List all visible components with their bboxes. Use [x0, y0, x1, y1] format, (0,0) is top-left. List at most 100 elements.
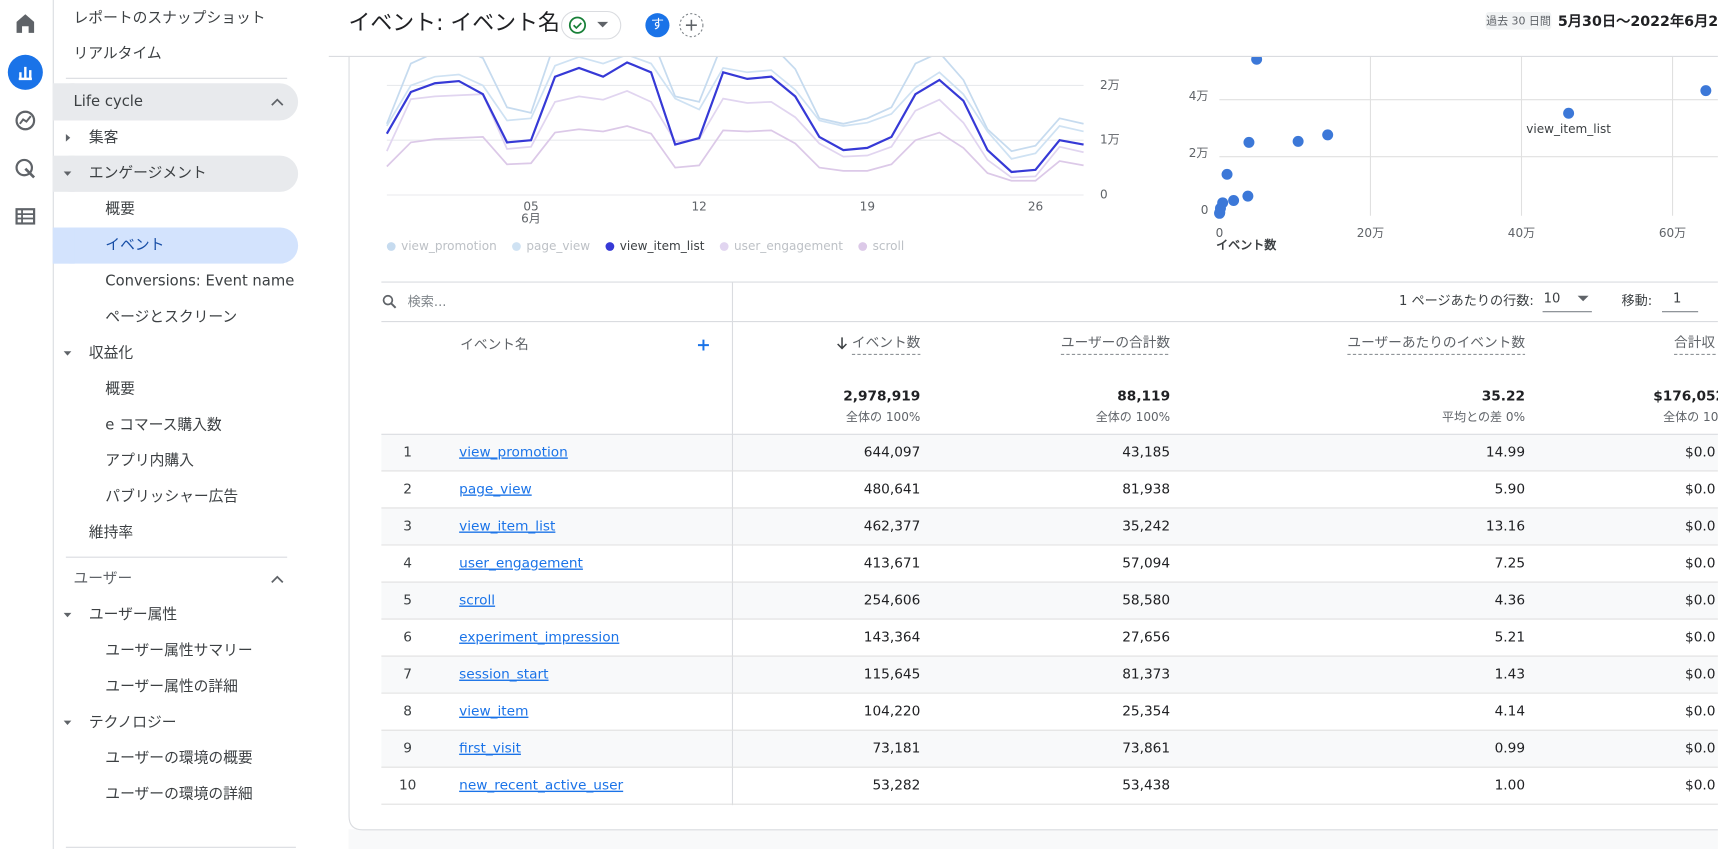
nav-item[interactable]: 概要 — [105, 380, 135, 397]
legend-dot[interactable] — [605, 242, 615, 251]
scatter-point[interactable] — [1251, 54, 1263, 65]
event-link[interactable]: view_promotion — [459, 444, 568, 460]
expand-arrow[interactable] — [63, 351, 72, 356]
total-value: $176,052. — [1653, 389, 1718, 405]
column-header[interactable]: イベント数 — [852, 335, 921, 351]
expand-arrow[interactable] — [63, 612, 72, 618]
avatar[interactable] — [645, 13, 670, 38]
legend-dot[interactable] — [858, 242, 868, 251]
nav-item[interactable]: 概要 — [105, 201, 135, 218]
event-link[interactable]: view_item_list — [459, 518, 556, 534]
cell-value: $0.0 — [1685, 741, 1715, 757]
cell-value: 81,373 — [1122, 667, 1170, 683]
search-input[interactable]: 検索... — [408, 294, 447, 310]
expand-arrow[interactable] — [63, 171, 72, 176]
explore-icon[interactable] — [15, 110, 36, 131]
nav-item[interactable]: ユーザーの環境の概要 — [105, 750, 253, 767]
legend-dot[interactable] — [719, 242, 729, 251]
nav-item[interactable]: パブリッシャー広告 — [105, 487, 238, 505]
section-title[interactable]: ユーザー — [74, 570, 133, 587]
event-link[interactable]: first_visit — [459, 741, 521, 757]
nav-group[interactable]: エンゲージメント — [89, 165, 207, 182]
cell-value: 104,220 — [864, 704, 921, 720]
cell-value: 1.43 — [1495, 667, 1525, 683]
scatter-point[interactable] — [1243, 136, 1255, 148]
column-header[interactable]: 合計収 — [1674, 335, 1715, 351]
scatter-point[interactable] — [1322, 129, 1334, 141]
nav-group[interactable]: 集客 — [89, 129, 119, 146]
nav-rail — [7, 0, 54, 849]
event-link[interactable]: experiment_impression — [459, 630, 619, 646]
item-bg — [52, 155, 299, 192]
expand-arrow[interactable] — [63, 720, 72, 725]
date-range[interactable]: 5月30日～2022年6月28日 — [1558, 12, 1718, 30]
home-icon[interactable] — [16, 14, 35, 33]
scatter-point[interactable] — [1228, 195, 1240, 206]
nav-item[interactable]: ユーザーの環境の詳細 — [105, 786, 252, 803]
event-link[interactable]: new_recent_active_user — [459, 778, 623, 794]
chevron[interactable] — [271, 98, 284, 106]
legend-label[interactable]: user_engagement — [734, 239, 843, 253]
nav-item[interactable]: ユーザー属性サマリー — [105, 642, 252, 659]
cell-value: 0.99 — [1495, 741, 1525, 757]
legend-dot[interactable] — [386, 242, 396, 251]
scatter-point[interactable] — [1292, 135, 1304, 147]
column-header[interactable]: ユーザーの合計数 — [1061, 335, 1171, 351]
x-tick-label: 12 — [692, 200, 707, 214]
column-header[interactable]: ユーザーあたりのイベント数 — [1347, 335, 1525, 351]
cell-value: 73,861 — [1122, 741, 1170, 757]
y-tick-label: 1万 — [1100, 133, 1120, 147]
section-bg — [52, 83, 299, 121]
event-link[interactable]: user_engagement — [459, 556, 583, 572]
nav-group[interactable]: 維持率 — [89, 524, 133, 541]
nav-item[interactable]: アプリ内購入 — [105, 452, 194, 469]
total-value: 35.22 — [1482, 389, 1525, 405]
nav-item[interactable]: ユーザー属性の詳細 — [105, 678, 238, 695]
legend-label[interactable]: page_view — [526, 239, 590, 253]
nav-item[interactable]: Conversions: Event name — [105, 273, 294, 290]
scatter-point[interactable] — [1563, 107, 1575, 119]
advertising-icon[interactable] — [15, 158, 34, 177]
chevron[interactable] — [271, 575, 284, 583]
event-link[interactable]: scroll — [459, 593, 495, 609]
scatter-point[interactable] — [1700, 85, 1712, 97]
event-link[interactable]: view_item — [459, 704, 528, 720]
cell-value: 1.00 — [1495, 778, 1525, 794]
line-series — [385, 56, 1084, 182]
nav-item[interactable]: レポートのスナップショット — [74, 10, 266, 27]
scatter-point[interactable] — [1242, 190, 1254, 202]
nav-group[interactable]: ユーザー属性 — [89, 606, 178, 623]
configure-icon[interactable] — [15, 208, 36, 225]
add-comparison[interactable] — [679, 13, 704, 38]
nav-group[interactable]: テクノロジー — [89, 714, 177, 731]
sort-arrow — [837, 337, 847, 350]
y-tick-label: 2万 — [1100, 78, 1120, 92]
event-link[interactable]: page_view — [459, 481, 532, 497]
nav-item[interactable]: ページとスクリーン — [105, 308, 237, 325]
nav-item[interactable]: e コマース購入数 — [105, 416, 222, 433]
legend-label[interactable]: view_item_list — [620, 239, 705, 253]
nav-group[interactable]: 収益化 — [89, 344, 134, 361]
row-rank: 3 — [403, 518, 412, 534]
nav-item[interactable]: リアルタイム — [74, 45, 162, 62]
row-bg — [381, 730, 1718, 768]
content-card — [348, 55, 1718, 831]
event-link[interactable]: session_start — [459, 667, 549, 683]
section-title[interactable]: Life cycle — [74, 93, 143, 110]
y-tick-label: 4万 — [1189, 89, 1209, 103]
legend-label[interactable]: view_promotion — [401, 239, 497, 253]
legend-label[interactable]: scroll — [873, 239, 905, 253]
legend-dot[interactable] — [512, 242, 521, 251]
add-dimension[interactable] — [697, 339, 709, 351]
cell-value: 13.16 — [1486, 518, 1525, 534]
expand-arrow[interactable] — [65, 133, 71, 142]
scatter-point[interactable] — [1221, 168, 1233, 180]
nav-item-selected[interactable]: イベント — [105, 237, 164, 254]
rows-per-page-select[interactable]: 10 — [1544, 292, 1561, 307]
row-bg — [381, 433, 1718, 471]
goto-input[interactable]: 1 — [1673, 292, 1681, 307]
scatter-point[interactable] — [1214, 207, 1226, 219]
